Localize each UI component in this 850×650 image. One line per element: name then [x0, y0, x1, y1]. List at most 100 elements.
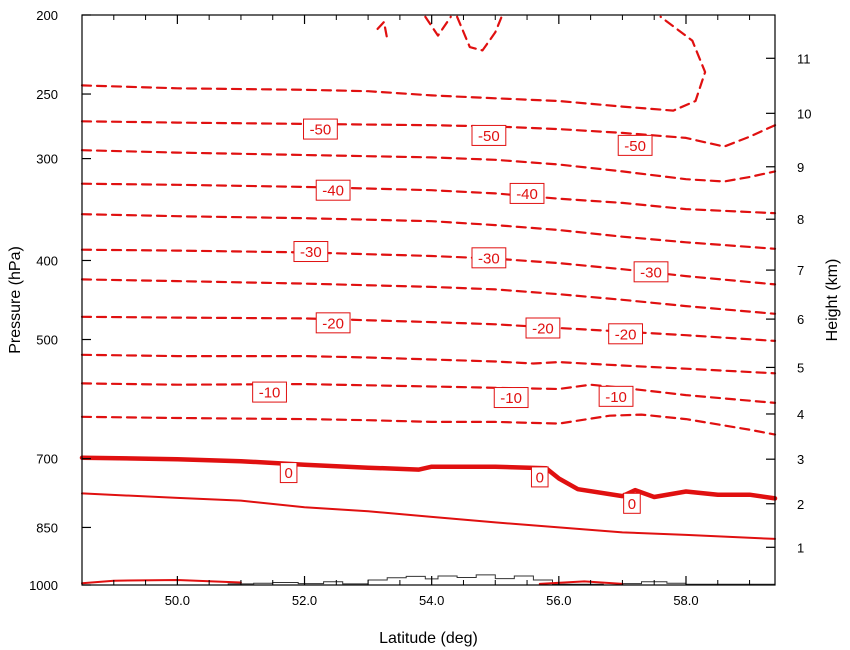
x-tick-label: 50.0 — [165, 593, 190, 608]
contour-label-text: -40 — [322, 183, 344, 200]
contour-label-box — [493, 387, 529, 409]
y2-axis-title: Height (km) — [824, 259, 841, 342]
contour-line — [81, 492, 776, 540]
contour-label-text: -30 — [478, 250, 500, 267]
contour-line — [80, 182, 777, 215]
plot-frame — [81, 14, 776, 586]
y-tick-label: 250 — [36, 87, 58, 102]
contour-line — [80, 248, 777, 286]
y-axis-title: Pressure (hPa) — [7, 246, 24, 354]
contour-label: -40 — [315, 179, 351, 201]
contour-label: -30 — [633, 261, 669, 283]
contour-label-box — [525, 317, 561, 339]
contour-label: -40 — [509, 182, 545, 204]
contour-label-box — [509, 182, 545, 204]
x-tick-label: 56.0 — [546, 593, 571, 608]
contour-line — [80, 382, 777, 404]
contour-line — [80, 278, 777, 315]
contour-label-box — [598, 385, 634, 407]
contour-label: -10 — [252, 381, 287, 403]
y-tick-label: 850 — [36, 520, 58, 535]
y2-tick-label: 6 — [797, 312, 804, 327]
contour-label: 0 — [279, 462, 298, 484]
contour-label-box — [530, 466, 549, 488]
contour-label-box — [633, 261, 669, 283]
contour-label: -10 — [493, 387, 529, 409]
contour-line — [81, 579, 242, 585]
contour-label-text: -50 — [310, 122, 332, 139]
y-tick-label: 300 — [36, 152, 58, 167]
y2-tick-label: 1 — [797, 540, 804, 555]
y-tick-label: 700 — [36, 452, 58, 467]
x-tick-label: 54.0 — [419, 593, 444, 608]
contour-label-text: -50 — [624, 138, 646, 155]
x-axis: 50.0 52.0 54.0 56.0 58.0 — [81, 15, 751, 608]
contour-label-text: -30 — [300, 244, 322, 261]
contour-label-box — [252, 381, 287, 403]
contour-line — [79, 455, 778, 501]
contour-label: -20 — [608, 323, 643, 345]
contour-label: 0 — [623, 492, 641, 514]
contour-label-box — [279, 462, 298, 484]
y2-tick-label: 5 — [797, 360, 804, 375]
contour-label-text: 0 — [284, 465, 292, 482]
x-axis-title: Latitude (deg) — [379, 630, 478, 647]
contour-line — [80, 353, 777, 375]
y2-tick-label: 3 — [797, 452, 804, 467]
contour-label-box — [617, 134, 653, 156]
x-tick-label: 58.0 — [673, 593, 698, 608]
contour-label: -20 — [315, 312, 351, 334]
contour-label-text: -20 — [615, 326, 637, 343]
contour-label-box — [303, 118, 338, 140]
contour-label-box — [293, 241, 329, 263]
contour-labels-layer: -50 -50 -50 -40 -40 -30 -30 -30 -20 -20 -20 -10 -10 -… — [252, 118, 669, 514]
contour-line — [80, 15, 707, 112]
contour-line — [80, 149, 777, 183]
contour-line — [376, 20, 389, 41]
contour-label-text: -50 — [478, 128, 500, 145]
contour-line — [80, 413, 777, 436]
contour-label-text: 0 — [628, 496, 636, 513]
contour-label: -30 — [293, 241, 329, 263]
contour-label-text: -10 — [605, 389, 627, 406]
contour-label: -30 — [471, 247, 507, 269]
y-tick-label: 500 — [36, 333, 58, 348]
contour-label-text: -20 — [532, 320, 554, 337]
contour-label-box — [608, 323, 643, 345]
contour-label: -50 — [471, 124, 507, 146]
contour-label-text: -40 — [516, 186, 538, 203]
y2-tick-label: 2 — [797, 497, 804, 512]
contour-label-text: -10 — [500, 390, 522, 407]
contour-line — [538, 580, 624, 585]
contour-label-box — [315, 179, 351, 201]
contour-label-box — [471, 124, 507, 146]
contour-label-box — [315, 312, 351, 334]
contour-line — [80, 315, 777, 342]
contour-label-text: -20 — [322, 315, 344, 332]
contour-label: 0 — [530, 466, 549, 488]
contour-line — [80, 120, 777, 148]
y-axis-left: 200 250 300 400 500 700 850 1000 — [29, 8, 91, 593]
y2-tick-label: 11 — [797, 51, 811, 66]
y2-tick-label: 10 — [797, 106, 811, 121]
contour-label: -50 — [617, 134, 653, 156]
contour-label-box — [471, 247, 507, 269]
terrain-profile — [82, 574, 775, 586]
contour-line — [424, 15, 452, 37]
contour-label: -50 — [303, 118, 338, 140]
y-tick-label: 200 — [36, 8, 58, 23]
y2-tick-label: 9 — [797, 160, 804, 175]
contour-label-text: 0 — [536, 469, 544, 486]
terrain-layer — [82, 574, 775, 586]
y2-tick-label: 7 — [797, 263, 804, 278]
contour-line — [80, 213, 777, 250]
contour-label-text: -10 — [259, 385, 281, 402]
contour-label-text: -30 — [640, 264, 662, 281]
y-tick-label: 400 — [36, 253, 58, 268]
contour-label: -10 — [598, 385, 634, 407]
y2-tick-label: 4 — [797, 407, 804, 422]
y-tick-label: 1000 — [29, 578, 58, 593]
y-axis-right: 1 2 3 4 5 6 7 8 9 10 11 — [766, 51, 811, 555]
contour-label: -20 — [525, 317, 561, 339]
